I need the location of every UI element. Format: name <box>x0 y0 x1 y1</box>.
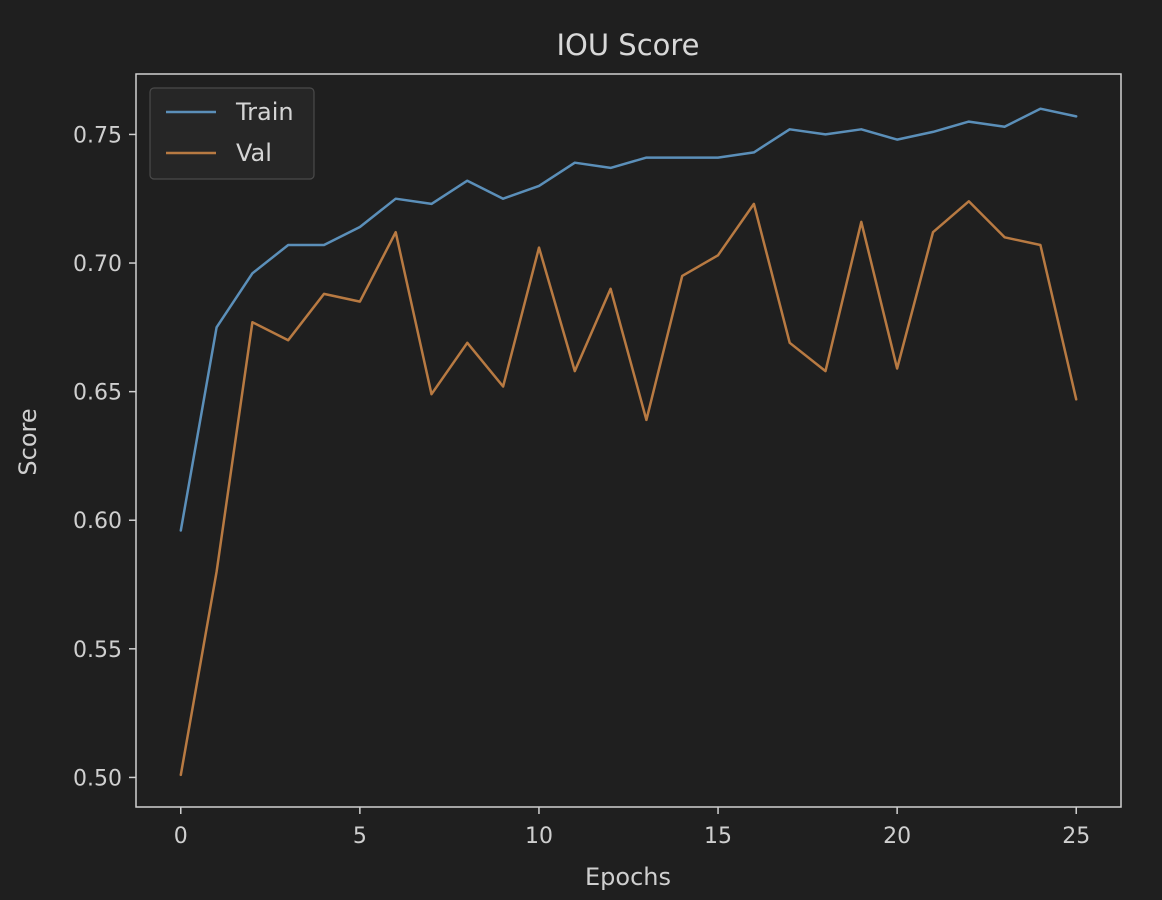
y-tick-label: 0.65 <box>73 381 122 406</box>
x-tick-label: 15 <box>704 824 732 849</box>
y-axis-label: Score <box>14 408 42 475</box>
y-tick-label: 0.70 <box>73 252 122 277</box>
x-axis: 0 5 10 15 20 25 <box>174 807 1090 849</box>
legend: Train Val <box>149 87 315 180</box>
legend-label-val: Val <box>236 139 272 167</box>
series-lines <box>179 107 1078 777</box>
y-tick-label: 0.75 <box>73 123 122 148</box>
plot-area <box>135 73 1122 808</box>
series-line-val <box>179 200 1078 777</box>
y-tick-label: 0.55 <box>73 638 122 663</box>
x-axis-label: Epochs <box>585 863 671 891</box>
x-tick-label: 0 <box>174 824 188 849</box>
y-tick-label: 0.50 <box>73 766 122 791</box>
x-tick-label: 10 <box>525 824 553 849</box>
legend-label-train: Train <box>235 98 294 126</box>
y-axis: 0.50 0.55 0.60 0.65 0.70 0.75 <box>73 123 136 791</box>
x-tick-label: 5 <box>353 824 367 849</box>
chart-title: IOU Score <box>556 28 699 62</box>
y-tick-label: 0.60 <box>73 509 122 534</box>
series-line-train <box>179 107 1078 532</box>
x-tick-label: 20 <box>883 824 911 849</box>
x-tick-label: 25 <box>1062 824 1090 849</box>
